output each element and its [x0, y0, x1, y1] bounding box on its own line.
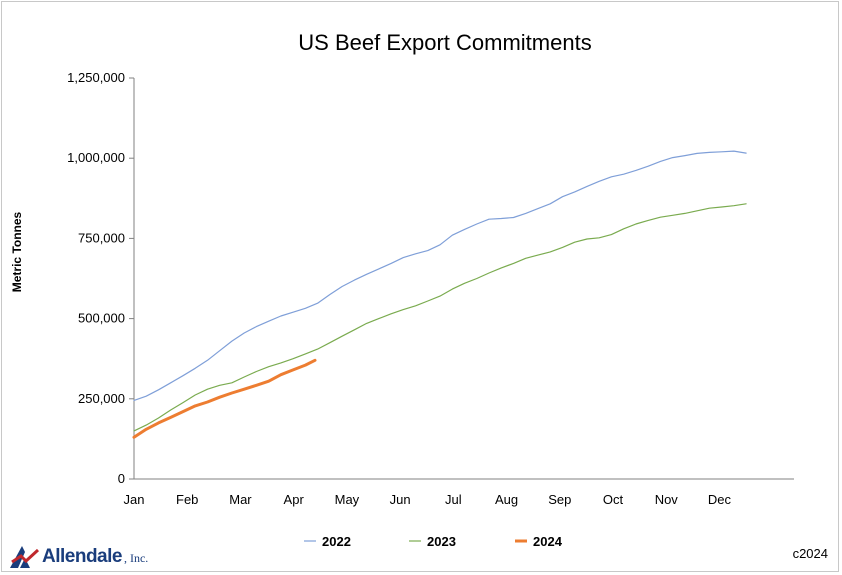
- x-tick-label: May: [335, 492, 360, 507]
- series-line-2022: [133, 150, 747, 401]
- series-line-2024: [132, 358, 317, 439]
- y-tick-label: 0: [118, 471, 125, 486]
- x-tick-label: Dec: [708, 492, 732, 507]
- series-line-2023: [133, 203, 747, 432]
- x-tick-label: Sep: [548, 492, 571, 507]
- x-tick-label: Jan: [124, 492, 145, 507]
- logo-text: Allendale: [42, 546, 122, 567]
- legend-label-2023: 2023: [427, 534, 456, 549]
- legend-label-2022: 2022: [322, 534, 351, 549]
- allendale-logo: Allendale , Inc.: [10, 540, 148, 568]
- legend-label-2024: 2024: [533, 534, 563, 549]
- y-tick-label: 500,000: [78, 311, 125, 326]
- x-tick-label: Aug: [495, 492, 518, 507]
- x-tick-label: Mar: [229, 492, 252, 507]
- axes: 0 250,000 500,000 750,000 1,000,000 1,250,000…: [67, 70, 794, 507]
- logo-mark-icon: [10, 546, 40, 568]
- x-tick-label: Apr: [284, 492, 305, 507]
- chart-title: US Beef Export Commitments: [298, 30, 591, 55]
- y-tick-label: 1,250,000: [67, 70, 125, 85]
- y-tick-label: 750,000: [78, 230, 125, 245]
- x-tick-label: Jun: [390, 492, 411, 507]
- x-tick-label: Jul: [445, 492, 462, 507]
- y-tick-label: 1,000,000: [67, 150, 125, 165]
- legend: 2022 2023 2024: [304, 534, 563, 549]
- logo-suffix: , Inc.: [123, 551, 149, 565]
- copyright-text: c2024: [792, 546, 828, 561]
- x-tick-label: Nov: [655, 492, 679, 507]
- x-tick-label: Oct: [603, 492, 624, 507]
- y-axis-label: Metric Tonnes: [10, 211, 24, 292]
- series-group: [132, 150, 747, 439]
- y-tick-label: 250,000: [78, 391, 125, 406]
- x-tick-label: Feb: [176, 492, 198, 507]
